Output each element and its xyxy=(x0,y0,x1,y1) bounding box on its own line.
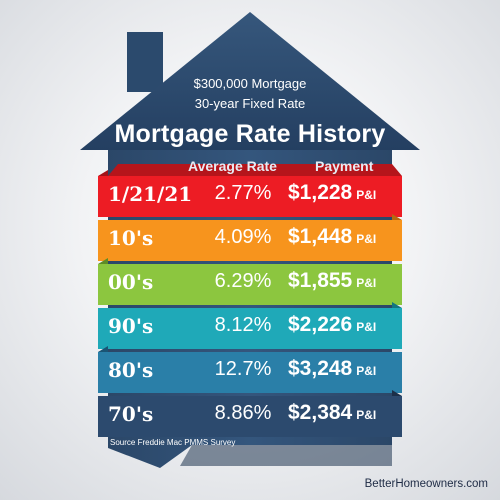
payment-amount: $1,855 xyxy=(288,269,353,292)
ribbon-band xyxy=(98,264,402,305)
rate-row: 80's 12.7% $3,248 P&I xyxy=(98,352,400,394)
payment-unit: P&I xyxy=(356,408,377,422)
payment-value: $1,448 P&I xyxy=(288,225,376,249)
payment-amount: $2,226 xyxy=(288,313,353,336)
payment-unit: P&I xyxy=(356,364,377,378)
rate-column-header: Average Rate xyxy=(188,158,277,174)
payment-value: $1,228 P&I xyxy=(288,181,376,205)
payment-unit: P&I xyxy=(356,276,377,290)
payment-amount: $1,448 xyxy=(288,225,353,248)
ribbon-band xyxy=(98,396,402,437)
payment-unit: P&I xyxy=(356,232,377,246)
ribbon-band xyxy=(98,308,402,349)
rate-value: 12.7% xyxy=(214,358,272,380)
payment-value: $2,384 P&I xyxy=(288,401,376,425)
period-label: 70's xyxy=(108,402,154,426)
loan-term: 30-year Fixed Rate xyxy=(194,96,306,111)
chimney xyxy=(127,32,163,92)
period-label: 80's xyxy=(108,358,154,382)
website-link[interactable]: BetterHomeowners.com xyxy=(364,478,488,490)
payment-amount: $2,384 xyxy=(288,401,353,424)
ribbon-band xyxy=(98,220,402,261)
period-label: 00's xyxy=(108,270,154,294)
rate-value: 8.86% xyxy=(214,402,272,424)
payment-amount: $1,228 xyxy=(288,181,353,204)
bottom-fold xyxy=(180,445,392,466)
payment-value: $1,855 P&I xyxy=(288,269,376,293)
period-label: 1/21/21 xyxy=(108,182,193,206)
rate-row: 1/21/21 2.77% $1,228 P&I xyxy=(98,176,400,218)
rate-value: 8.12% xyxy=(214,314,272,336)
payment-amount: $3,248 xyxy=(288,357,353,380)
rate-value: 6.29% xyxy=(214,270,272,292)
rate-row: 90's 8.12% $2,226 P&I xyxy=(98,308,400,350)
payment-unit: P&I xyxy=(356,188,377,202)
mortgage-amount: $300,000 Mortgage xyxy=(193,76,307,91)
period-label: 10's xyxy=(108,226,154,250)
page-title: Mortgage Rate History xyxy=(114,120,386,148)
payment-column-header: Payment xyxy=(315,158,374,174)
rate-value: 2.77% xyxy=(214,182,272,204)
roof xyxy=(80,12,420,150)
rate-row: 10's 4.09% $1,448 P&I xyxy=(98,220,400,262)
period-label: 90's xyxy=(108,314,154,338)
payment-value: $2,226 P&I xyxy=(288,313,376,337)
rate-row: 00's 6.29% $1,855 P&I xyxy=(98,264,400,306)
ribbon-band xyxy=(98,352,402,393)
ribbon-top-fold xyxy=(108,164,402,176)
rate-row: 70's 8.86% $2,384 P&I xyxy=(98,396,400,438)
rate-value: 4.09% xyxy=(214,226,272,248)
payment-value: $3,248 P&I xyxy=(288,357,376,381)
ribbon-band xyxy=(98,176,402,217)
source-note: Source Freddie Mac PMMS Survey xyxy=(110,438,236,447)
payment-unit: P&I xyxy=(356,320,377,334)
